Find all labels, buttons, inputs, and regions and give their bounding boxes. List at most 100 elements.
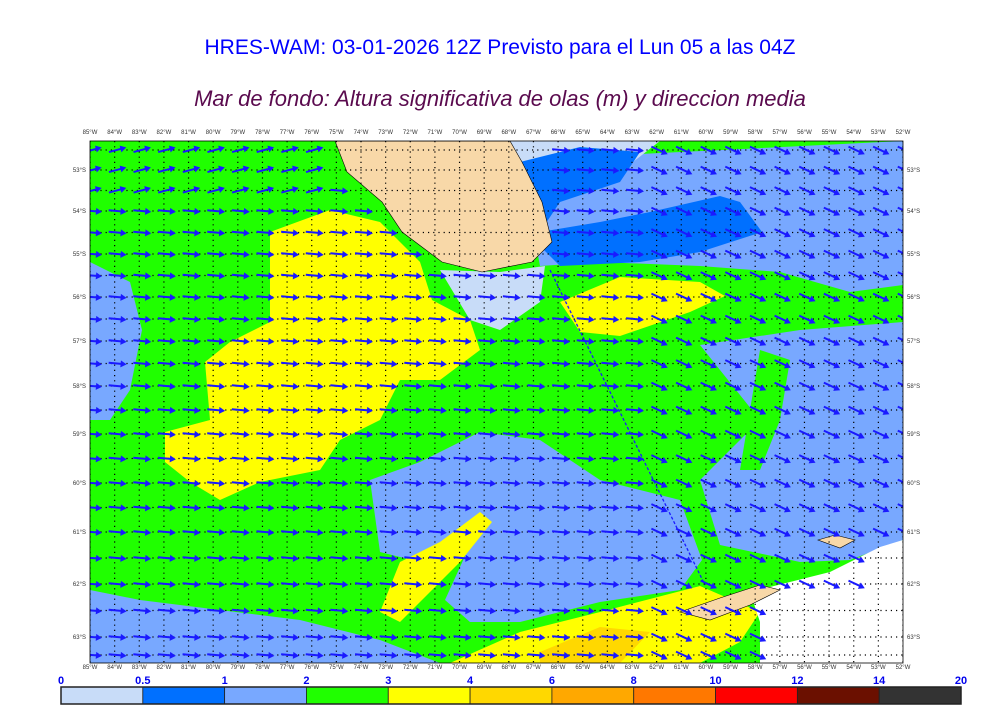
- wave-direction-arrow: [798, 454, 816, 464]
- wave-direction-arrow: [897, 405, 903, 414]
- wave-direction-arrow: [157, 504, 176, 512]
- wave-direction-arrow: [133, 580, 152, 588]
- wave-direction-arrow: [700, 186, 717, 196]
- wave-direction-arrow: [601, 580, 620, 588]
- wave-direction-arrow: [305, 207, 324, 215]
- wave-direction-arrow: [502, 528, 521, 536]
- lon-label: 76°W: [304, 130, 319, 136]
- wave-direction-arrow: [133, 207, 152, 215]
- wave-direction-arrow: [478, 315, 497, 323]
- wave-direction-arrow: [650, 527, 668, 537]
- wave-direction-arrow: [724, 381, 742, 391]
- lon-label: 60°W: [699, 665, 714, 671]
- wave-direction-arrow: [182, 633, 201, 641]
- wave-direction-arrow: [281, 479, 300, 487]
- wave-direction-arrow: [650, 206, 668, 216]
- wave-direction-arrow: [675, 429, 693, 439]
- wave-direction-arrow: [281, 145, 299, 154]
- legend-swatch: [224, 686, 307, 705]
- wave-direction-arrow: [182, 229, 201, 237]
- lon-label: 66°W: [551, 665, 566, 671]
- wave-direction-arrow: [897, 527, 903, 536]
- wave-direction-arrow: [675, 579, 693, 589]
- wave-direction-arrow: [231, 580, 250, 588]
- wave-direction-arrow: [182, 455, 201, 463]
- wave-direction-arrow: [182, 360, 201, 368]
- wave-direction-arrow: [527, 554, 546, 562]
- wave-direction-arrow: [823, 314, 841, 324]
- legend-tick-label: 8: [631, 675, 637, 687]
- wave-direction-arrow: [576, 455, 595, 463]
- wave-direction-arrow: [108, 186, 127, 194]
- lon-label: 55°W: [822, 130, 837, 136]
- wave-direction-arrow: [305, 554, 324, 562]
- wave-direction-arrow: [897, 186, 903, 194]
- wave-direction-arrow: [330, 315, 349, 323]
- field-3-4m: [560, 277, 725, 336]
- legend-swatch: [715, 686, 798, 705]
- wave-direction-arrow: [675, 292, 693, 302]
- wave-direction-arrow: [552, 293, 571, 301]
- wave-direction-arrow: [182, 430, 201, 438]
- wave-direction-arrow: [428, 337, 447, 345]
- wave-direction-arrow: [354, 293, 373, 301]
- wave-direction-arrow: [256, 504, 275, 512]
- wave-direction-arrow: [108, 406, 127, 414]
- wave-direction-arrow: [625, 504, 644, 512]
- lon-label: 59°W: [723, 130, 738, 136]
- wave-direction-arrow: [256, 272, 275, 280]
- wave-direction-arrow: [478, 406, 497, 414]
- wave-direction-arrow: [379, 455, 398, 463]
- wave-direction-arrow: [404, 250, 423, 258]
- wave-direction-arrow: [552, 229, 571, 237]
- wave-direction-arrow: [601, 293, 620, 301]
- wave-direction-arrow: [256, 250, 275, 258]
- wave-direction-arrow: [724, 165, 742, 175]
- lon-label: 84°W: [107, 130, 122, 136]
- wave-direction-arrow: [724, 228, 742, 238]
- wave-direction-arrow: [675, 405, 693, 415]
- wave-direction-arrow: [330, 633, 349, 641]
- wave-direction-arrow: [231, 145, 250, 154]
- wave-direction-arrow: [108, 145, 127, 154]
- wave-direction-arrow: [428, 528, 447, 536]
- wave-direction-arrow: [650, 553, 668, 563]
- lon-label: 64°W: [600, 665, 615, 671]
- legend-swatch: [387, 686, 471, 705]
- wave-direction-arrow: [108, 633, 127, 641]
- wave-direction-arrow: [379, 430, 398, 438]
- wave-direction-arrow: [650, 579, 668, 589]
- lon-label: 55°W: [822, 665, 837, 671]
- wave-direction-arrow: [774, 553, 791, 563]
- wave-direction-arrow: [231, 165, 250, 174]
- wave-direction-arrow: [379, 528, 398, 536]
- wave-direction-arrow: [552, 479, 571, 487]
- wave-direction-arrow: [133, 504, 152, 512]
- dashed-section-line: [549, 269, 706, 586]
- wave-direction-arrow: [182, 504, 201, 512]
- wave-direction-arrow: [675, 186, 693, 196]
- lon-label: 81°W: [181, 130, 196, 136]
- wave-direction-arrow: [502, 607, 521, 615]
- wave-direction-arrow: [774, 429, 791, 439]
- wave-direction-arrow: [749, 632, 767, 642]
- map-frame: [89, 140, 904, 664]
- wave-direction-arrow: [527, 272, 546, 280]
- lon-label: 76°W: [304, 665, 319, 671]
- wave-direction-arrow: [601, 633, 620, 641]
- wave-direction-arrow: [897, 478, 903, 487]
- wave-direction-arrow: [281, 186, 299, 194]
- wave-direction-arrow: [281, 229, 300, 237]
- wave-direction-arrow: [625, 406, 644, 414]
- wave-direction-arrow: [207, 633, 226, 641]
- wave-direction-arrow: [281, 580, 300, 588]
- wave-direction-arrow: [872, 478, 890, 488]
- wave-direction-arrow: [281, 528, 300, 536]
- wave-direction-arrow: [133, 229, 152, 237]
- no-data-ice: [750, 540, 903, 663]
- legend-swatch: [633, 686, 716, 705]
- wave-direction-arrow: [724, 249, 742, 259]
- lat-label: 59°S: [907, 432, 920, 438]
- wave-direction-arrow: [256, 382, 275, 390]
- wave-direction-arrow: [428, 554, 447, 562]
